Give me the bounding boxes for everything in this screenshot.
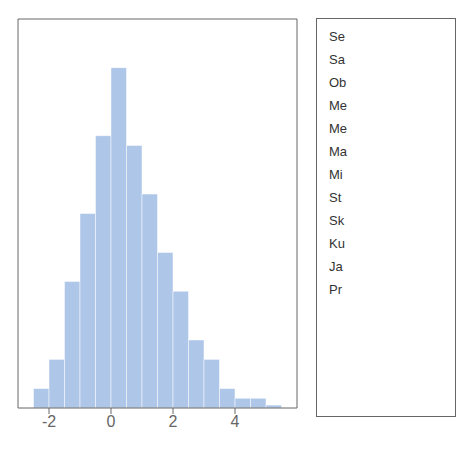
svg-text:0: 0 — [107, 413, 116, 430]
svg-text:-2: -2 — [42, 413, 56, 430]
html-text:Ku: Ku — [329, 236, 345, 251]
html-text:Sk: Sk — [329, 213, 345, 228]
html-text:Sa: Sa — [329, 52, 345, 67]
svg-text:4: 4 — [231, 413, 240, 430]
html-text:Se: Se — [329, 29, 345, 44]
html-text:Me: Me — [329, 121, 348, 136]
html-text:St: St — [329, 190, 342, 205]
html-text:Mi: Mi — [329, 167, 343, 182]
html-text:Pr: Pr — [329, 282, 342, 297]
html-text:Ja: Ja — [329, 259, 343, 274]
svg-text:2: 2 — [169, 413, 178, 430]
html-text:Ma: Ma — [329, 144, 348, 159]
html-text:Me: Me — [329, 98, 348, 113]
html-text:Ob: Ob — [329, 75, 347, 90]
